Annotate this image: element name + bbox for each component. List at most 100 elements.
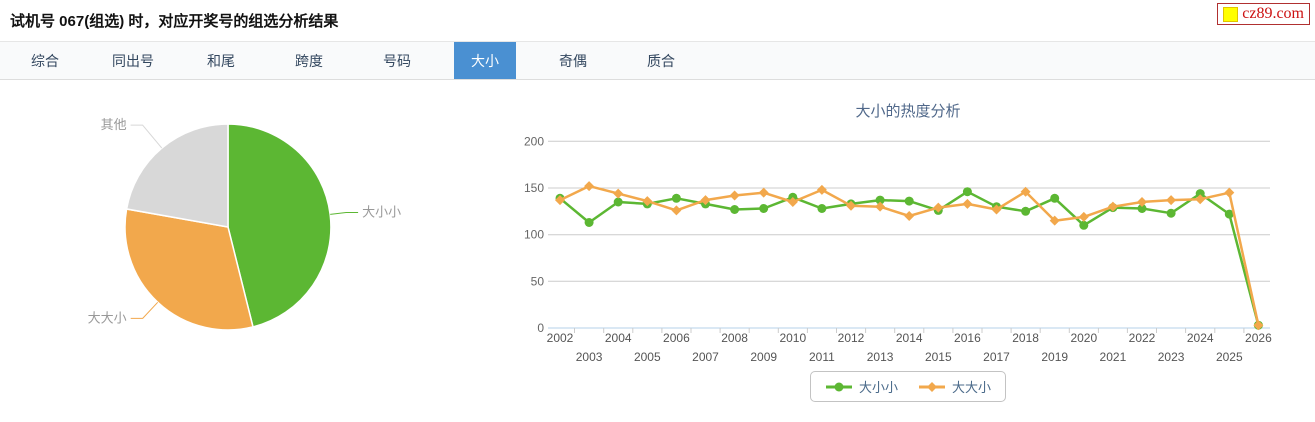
legend-label: 大大小	[952, 380, 992, 395]
data-point-大大小-2006[interactable]	[671, 205, 682, 216]
page-title: 试机号 067(组选) 时，对应开奖号的组选分析结果	[10, 13, 339, 30]
tab-label: 大小	[454, 42, 516, 79]
pie-label-line	[130, 301, 159, 319]
data-point-大小小-2008[interactable]	[730, 205, 740, 214]
data-point-大小小-2022[interactable]	[1137, 204, 1147, 213]
x-tick-label-2024: 2024	[1187, 331, 1214, 345]
data-point-大大小-2022[interactable]	[1137, 197, 1147, 208]
tab-label: 跨度	[295, 52, 323, 69]
y-tick-label-150: 150	[524, 181, 544, 195]
x-tick-label-2003: 2003	[576, 350, 603, 364]
x-tick-label-2020: 2020	[1070, 331, 1097, 345]
tab-label: 和尾	[207, 52, 235, 69]
data-point-大小小-2025[interactable]	[1224, 209, 1234, 219]
tab-号码[interactable]: 号码	[353, 42, 441, 79]
data-point-大小小-2016[interactable]	[962, 187, 972, 197]
legend-item-大小小[interactable]: 大小小	[825, 377, 898, 396]
data-point-大大小-2023[interactable]	[1166, 195, 1177, 206]
data-point-大小小-2020[interactable]	[1079, 220, 1089, 230]
data-point-大大小-2016[interactable]	[962, 198, 973, 209]
data-point-大小小-2009[interactable]	[759, 204, 769, 213]
tab-同出号[interactable]: 同出号	[89, 42, 177, 79]
data-point-大大小-2009[interactable]	[758, 187, 769, 198]
tab-label: 质合	[647, 52, 675, 69]
x-tick-label-2022: 2022	[1129, 331, 1156, 345]
x-tick-label-2015: 2015	[925, 350, 952, 364]
y-tick-label-50: 50	[531, 274, 545, 288]
x-tick-label-2002: 2002	[547, 331, 574, 345]
pie-label-line	[330, 212, 359, 215]
x-tick-label-2026: 2026	[1245, 331, 1272, 345]
x-tick-label-2008: 2008	[721, 331, 748, 345]
data-point-大大小-2002[interactable]	[555, 195, 565, 206]
data-point-大大小-2011[interactable]	[816, 184, 827, 195]
data-point-大大小-2010[interactable]	[787, 197, 798, 208]
chart-legend: 大小小 大大小	[809, 371, 1007, 402]
data-point-大小小-2019[interactable]	[1050, 193, 1060, 203]
data-point-大大小-2005[interactable]	[642, 196, 653, 207]
tab-label: 同出号	[112, 52, 154, 69]
data-point-大大小-2017[interactable]	[991, 204, 1002, 215]
logo-yellow-square-icon	[1223, 6, 1239, 22]
data-point-大小小-2023[interactable]	[1166, 208, 1176, 218]
data-point-大大小-2007[interactable]	[700, 195, 711, 206]
data-point-大大小-2008[interactable]	[729, 190, 740, 201]
site-logo[interactable]: cz89.com	[1217, 3, 1310, 25]
data-point-大大小-2013[interactable]	[875, 201, 886, 212]
tab-综合[interactable]: 综合	[1, 42, 89, 79]
pie-label-大小小: 大小小	[362, 205, 401, 220]
data-point-大大小-2018[interactable]	[1020, 186, 1031, 197]
logo-text: cz89.com	[1242, 5, 1304, 22]
data-point-大小小-2024[interactable]	[1195, 189, 1205, 199]
data-point-大大小-2003[interactable]	[584, 181, 595, 192]
data-point-大小小-2006[interactable]	[671, 193, 681, 203]
tab-大小[interactable]: 大小	[441, 42, 529, 79]
pie-label-line	[130, 124, 163, 149]
data-point-大大小-2025[interactable]	[1224, 187, 1235, 198]
x-tick-label-2006: 2006	[663, 331, 690, 345]
data-point-大小小-2014[interactable]	[904, 196, 914, 206]
x-tick-label-2016: 2016	[954, 331, 981, 345]
data-point-大大小-2012[interactable]	[846, 200, 856, 211]
y-tick-label-0: 0	[537, 321, 544, 335]
data-point-大大小-2021[interactable]	[1107, 201, 1118, 212]
data-point-大小小-2003[interactable]	[584, 218, 594, 227]
data-point-大大小-2014[interactable]	[904, 211, 915, 222]
x-tick-label-2007: 2007	[692, 350, 719, 364]
x-tick-label-2012: 2012	[838, 331, 865, 345]
data-point-大小小-2011[interactable]	[817, 204, 827, 213]
x-tick-label-2019: 2019	[1041, 350, 1068, 364]
pie-slice-大小小[interactable]	[227, 123, 332, 328]
data-point-大大小-2024[interactable]	[1195, 194, 1206, 205]
x-tick-label-2014: 2014	[896, 331, 923, 345]
legend-label: 大小小	[858, 380, 898, 395]
x-tick-label-2011: 2011	[809, 350, 835, 364]
pie-slice-其他[interactable]	[125, 123, 229, 228]
pie-slice-大大小[interactable]	[124, 208, 254, 331]
tab-label: 奇偶	[559, 52, 587, 69]
data-point-大小小-2013[interactable]	[875, 195, 885, 205]
data-point-大小小-2018[interactable]	[1021, 206, 1031, 216]
y-tick-label-100: 100	[524, 228, 544, 242]
legend-marker-circle-icon	[825, 382, 852, 391]
x-tick-label-2013: 2013	[867, 350, 894, 364]
data-point-大小小-2004[interactable]	[613, 197, 623, 207]
data-point-大大小-2004[interactable]	[613, 188, 624, 199]
data-point-大大小-2019[interactable]	[1049, 215, 1060, 226]
data-point-大大小-2026[interactable]	[1253, 320, 1264, 331]
tab-质合[interactable]: 质合	[617, 42, 705, 79]
data-point-大大小-2020[interactable]	[1078, 211, 1089, 222]
x-tick-label-2010: 2010	[779, 331, 806, 345]
tab-label: 综合	[31, 52, 59, 69]
legend-item-大大小[interactable]: 大大小	[918, 377, 991, 396]
title-bar: 试机号 067(组选) 时，对应开奖号的组选分析结果 cz89.com	[0, 0, 1315, 41]
tab-奇偶[interactable]: 奇偶	[529, 42, 617, 79]
tab-跨度[interactable]: 跨度	[265, 42, 353, 79]
x-tick-label-2021: 2021	[1100, 350, 1127, 364]
data-point-大大小-2015[interactable]	[933, 202, 944, 213]
legend-wrap: 大小小 大大小	[530, 371, 1286, 402]
tab-和尾[interactable]: 和尾	[177, 42, 265, 79]
x-tick-label-2023: 2023	[1158, 350, 1185, 364]
